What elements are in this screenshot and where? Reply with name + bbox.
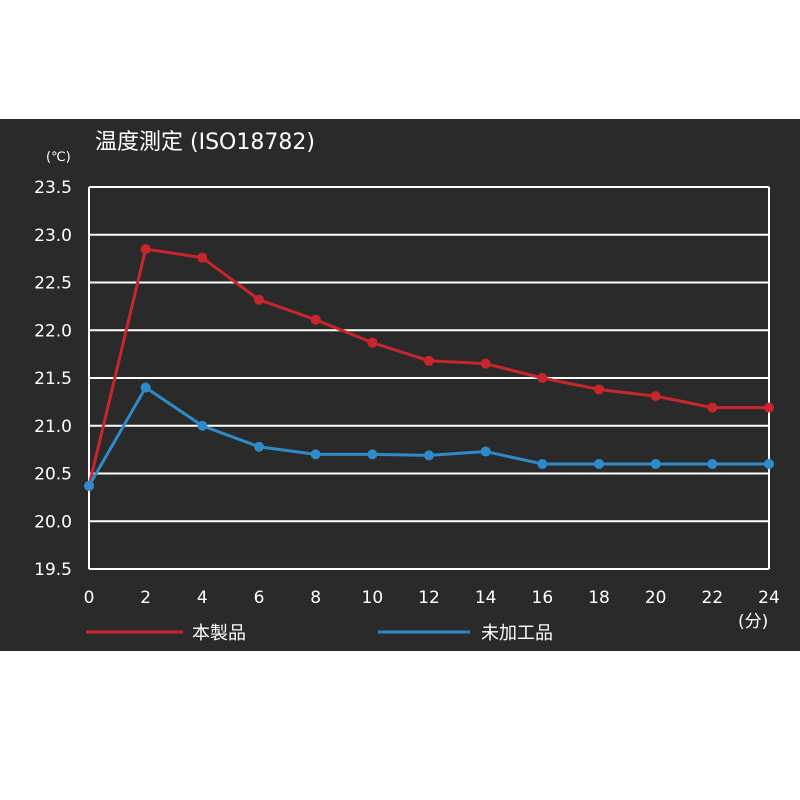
x-tick-label: 8 — [310, 588, 321, 608]
x-tick-label: 4 — [197, 588, 208, 608]
series-2-point — [707, 458, 718, 469]
x-tick-label: 14 — [475, 588, 497, 608]
legend-label-1: 本製品 — [192, 623, 246, 644]
y-tick-label: 20.5 — [34, 465, 72, 485]
series-2-point — [197, 420, 208, 431]
series-2-point — [537, 458, 548, 469]
grid-lines — [88, 186, 770, 570]
series-1-point — [424, 355, 434, 366]
x-tick-label: 18 — [588, 588, 610, 608]
y-tick-label: 21.5 — [34, 369, 72, 389]
y-axis-unit: (℃) — [46, 150, 71, 165]
series-1-point — [480, 358, 491, 369]
series-2-point — [764, 458, 774, 469]
y-tick-label: 21.0 — [34, 417, 72, 437]
y-tick-label: 22.0 — [34, 321, 72, 341]
legend-label-2: 未加工品 — [481, 623, 553, 644]
x-tick-label: 24 — [758, 588, 780, 608]
y-tick-label: 19.5 — [34, 560, 72, 580]
series-2-point — [140, 382, 151, 393]
legend: 本製品 未加工品 — [86, 623, 553, 644]
series-2-point — [650, 458, 661, 469]
series-1-point — [310, 314, 321, 325]
series-1-point — [707, 402, 718, 413]
x-tick-label: 2 — [140, 588, 151, 608]
series-2-point — [367, 449, 378, 460]
series-2-point — [310, 449, 321, 460]
y-tick-label: 22.5 — [34, 274, 72, 294]
series-2-point — [424, 450, 434, 461]
x-tick-label: 20 — [645, 588, 667, 608]
series-1-point — [650, 391, 661, 402]
series-2-point — [480, 446, 491, 457]
data-series — [84, 244, 774, 491]
series-1-point — [140, 244, 151, 255]
x-tick-label: 22 — [702, 588, 724, 608]
series-1-point — [537, 373, 548, 383]
series-1-point — [197, 252, 208, 263]
tick-labels: 23.523.022.522.021.521.020.520.019.50 2 4 6… — [34, 178, 780, 608]
x-tick-label: 6 — [254, 588, 265, 608]
series-line-2 — [87, 386, 769, 487]
x-tick-label: 0 — [84, 588, 95, 608]
x-axis-unit: (分) — [738, 612, 768, 632]
y-tick-label: 23.5 — [34, 178, 72, 198]
series-2-point — [254, 441, 264, 452]
series-2-point — [594, 458, 604, 469]
x-tick-label: 10 — [362, 588, 384, 608]
series-1-point — [764, 402, 774, 413]
x-tick-label: 16 — [532, 588, 554, 608]
y-tick-label: 20.0 — [34, 512, 72, 532]
series-1-point — [254, 294, 264, 305]
chart-title: 温度測定 (ISO18782) — [95, 130, 315, 155]
y-tick-label: 23.0 — [34, 226, 72, 246]
series-1-point — [594, 384, 604, 395]
x-tick-label: 12 — [418, 588, 440, 608]
chart-panel: 温度測定 (ISO18782) (℃) (分) 23.5 23.0 22.5 22.0… — [0, 119, 800, 651]
series-1-point — [367, 337, 378, 348]
series-2-point — [84, 480, 94, 491]
temperature-chart: 温度測定 (ISO18782) (℃) (分) 23.5 23.0 22.5 22.0… — [34, 130, 780, 644]
